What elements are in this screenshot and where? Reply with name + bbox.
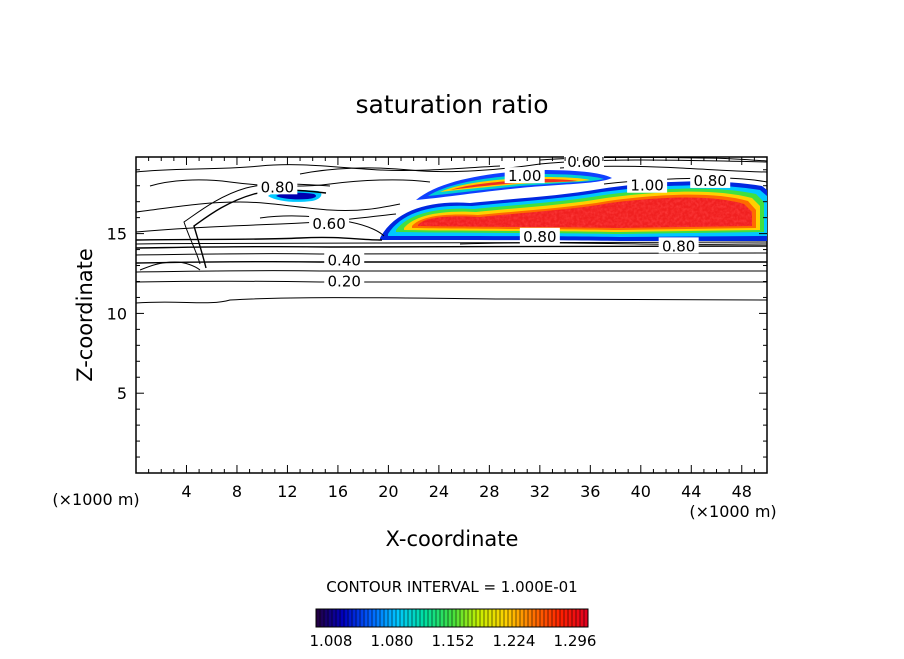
- x-tick-label: 20: [378, 482, 398, 501]
- contour-label-bg: [690, 171, 731, 188]
- x-tick-label: 36: [580, 482, 600, 501]
- contour-lines: [136, 157, 767, 304]
- x-tick-label: 32: [530, 482, 550, 501]
- filled-region-upper-anvil: [416, 170, 612, 200]
- field-layer: [136, 157, 767, 304]
- colorbar-tick-label: 1.008: [310, 632, 353, 650]
- chart-title: saturation ratio: [355, 90, 548, 119]
- x-tick-label: 44: [681, 482, 701, 501]
- contour-labels: 0.60 1.00 1.00 0.80 0.80 0.60 0.80 0.80 0.40 0.20: [257, 152, 731, 290]
- contour-label-bg: [257, 178, 298, 195]
- x-tick-label: 12: [277, 482, 297, 501]
- colorbar-stripes: [319, 609, 585, 627]
- filled-region-main-anvil: [380, 181, 767, 241]
- contour-label: 0.80: [261, 178, 294, 196]
- contour-label-bg: [324, 272, 365, 289]
- axis-ticks: [136, 157, 767, 473]
- x-tick-label: 16: [328, 482, 348, 501]
- contour-label: 0.80: [694, 172, 727, 190]
- contour-label: 0.80: [523, 228, 556, 246]
- contour-label: 0.40: [328, 252, 361, 270]
- x-tick-label: 48: [732, 482, 752, 501]
- colorbar-tick-labels: 1.008 1.080 1.152 1.224 1.296: [310, 632, 597, 650]
- colorbar: 1.008 1.080 1.152 1.224 1.296: [310, 608, 597, 650]
- y-tick-label: 15: [107, 225, 127, 244]
- contour-label-bg: [564, 152, 605, 169]
- y-tick-label: 10: [107, 304, 127, 323]
- contour-label-bg: [504, 167, 545, 184]
- colorbar-tick-label: 1.080: [371, 632, 414, 650]
- y-tick-label: 5: [117, 384, 127, 403]
- colorbar-tick-label: 1.296: [554, 632, 597, 650]
- x-tick-label: 40: [631, 482, 651, 501]
- contour-label: 0.20: [328, 272, 361, 290]
- contour-label-bg: [627, 176, 668, 193]
- x-axis-title: X-coordinate: [386, 527, 519, 551]
- y-axis-title: Z-coordinate: [73, 248, 97, 382]
- y-tick-labels: 5 10 15: [107, 225, 127, 404]
- contour-label: 0.80: [662, 237, 695, 255]
- x-tick-label: 4: [181, 482, 191, 501]
- contour-label: 1.00: [630, 177, 663, 195]
- colorbar-tick-label: 1.224: [493, 632, 536, 650]
- contour-label-bg: [519, 227, 560, 244]
- contour-label-bg: [658, 237, 699, 254]
- x-tick-label: 24: [429, 482, 449, 501]
- contour-label: 0.60: [312, 215, 345, 233]
- plot-area: 0.60 1.00 1.00 0.80 0.80 0.60 0.80 0.80 0.40 0.20: [135, 152, 768, 474]
- y-unit-label: (×1000 m): [52, 490, 139, 509]
- x-unit-label: (×1000 m): [689, 502, 776, 521]
- x-tick-label: 28: [479, 482, 499, 501]
- contour-label: 0.60: [567, 153, 600, 171]
- x-tick-label: 8: [232, 482, 242, 501]
- colorbar-tick-label: 1.152: [432, 632, 475, 650]
- contour-label-bg: [324, 251, 365, 268]
- x-tick-labels: 4 8 12 16 20 24 28 32 36 40 44 48: [181, 482, 752, 501]
- contour-label: 1.00: [508, 167, 541, 185]
- contour-interval-text: CONTOUR INTERVAL = 1.000E-01: [326, 578, 577, 596]
- contour-label-bg: [309, 215, 350, 232]
